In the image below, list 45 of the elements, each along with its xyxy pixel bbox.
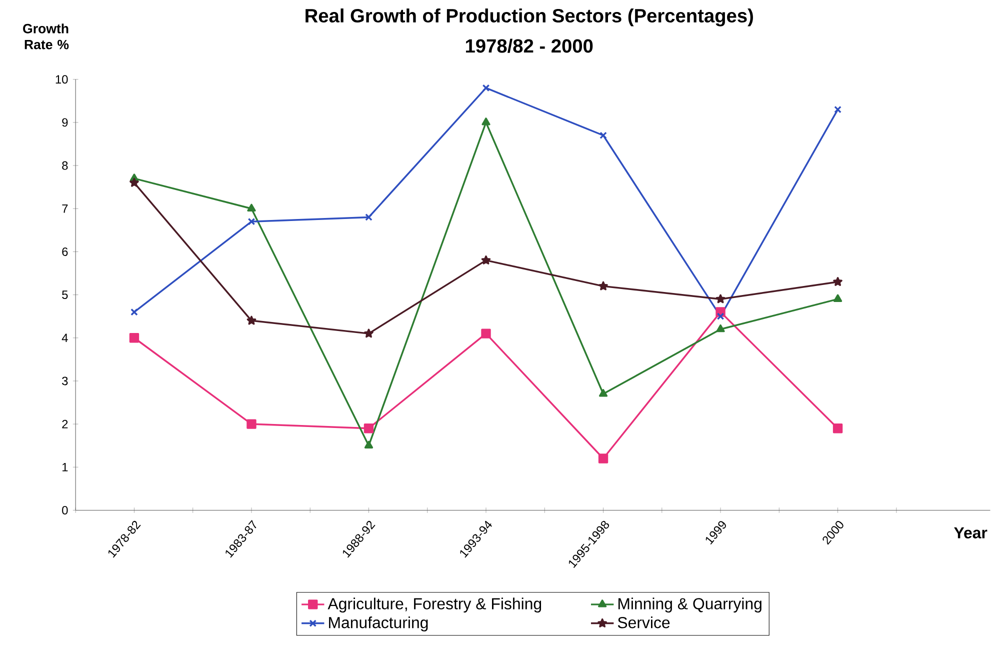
point xyxy=(246,419,256,429)
point xyxy=(130,178,139,187)
y-tick-label: 3 xyxy=(62,376,68,386)
point xyxy=(598,281,608,290)
legend-label: Service xyxy=(618,616,670,628)
point xyxy=(364,424,374,434)
point xyxy=(600,132,607,140)
legend-label: Minning & Quarrying xyxy=(618,598,762,613)
point xyxy=(246,316,256,325)
point xyxy=(716,312,724,320)
point xyxy=(716,324,725,332)
chart-title: Real Growth of Production Sectors (Percentages) xyxy=(306,8,753,26)
y-tick-label: 2 xyxy=(62,420,68,428)
y-tick-label: 7 xyxy=(62,204,68,213)
point xyxy=(481,256,491,264)
y-tick-label: 4 xyxy=(62,334,68,342)
point xyxy=(248,218,256,226)
point xyxy=(247,204,256,212)
point xyxy=(598,389,608,397)
point xyxy=(832,424,843,434)
point xyxy=(364,328,374,338)
point xyxy=(833,277,842,286)
legend-label: Manufacturing xyxy=(329,616,428,632)
y-tick-label: 8 xyxy=(62,161,68,170)
y-tick-label: 0 xyxy=(62,506,68,515)
point xyxy=(833,294,842,302)
point xyxy=(364,440,374,449)
legend-label: Agriculture, Forestry & Fishing xyxy=(328,598,542,613)
point xyxy=(130,308,138,316)
y-tick-label: 10 xyxy=(56,75,68,84)
point xyxy=(834,106,842,114)
y-tick-label: 9 xyxy=(62,118,68,127)
point xyxy=(365,214,372,221)
y-tick-label: 6 xyxy=(62,248,68,256)
y-tick-label: 5 xyxy=(62,290,68,300)
chart-subtitle: 1978/82 - 2000 xyxy=(466,38,593,54)
y-axis-title: Growth Rate % xyxy=(23,24,69,50)
y-tick-label: 1 xyxy=(62,463,68,472)
point xyxy=(598,454,608,464)
point xyxy=(482,84,490,92)
x-axis-title: Year xyxy=(954,527,988,539)
point xyxy=(481,328,491,338)
point xyxy=(129,333,140,343)
point xyxy=(482,118,490,126)
point xyxy=(716,294,726,304)
